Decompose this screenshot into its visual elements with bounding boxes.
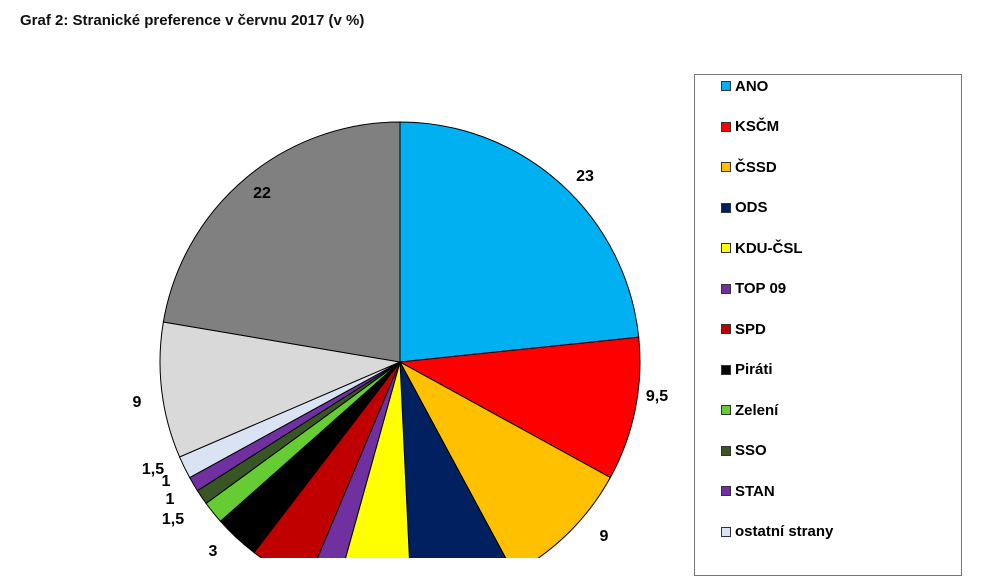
pie-slice-slice-12	[159, 321, 402, 458]
legend-swatch	[721, 121, 731, 132]
legend-swatch	[721, 405, 731, 415]
legend-item: Piráti	[721, 360, 773, 380]
legend-label: ČSSD	[735, 158, 777, 176]
legend-item: SPD	[721, 319, 766, 339]
legend-item: KDU-ČSL	[721, 238, 803, 258]
data-label: 3	[209, 543, 218, 558]
legend-swatch	[721, 81, 731, 91]
legend-label: TOP 09	[735, 280, 787, 297]
legend-label: STAN	[735, 482, 775, 500]
data-label: 9	[133, 394, 142, 411]
legend-item: Zelení	[721, 400, 778, 420]
legend-swatch	[721, 526, 731, 537]
legend-label: SSO	[735, 442, 767, 459]
legend-item: KSČM	[721, 117, 779, 137]
legend-item: STAN	[721, 481, 775, 501]
data-label: 1,5	[162, 511, 184, 528]
legend-item: SSO	[721, 441, 767, 461]
legend-item: ČSSD	[721, 157, 777, 177]
pie-slice-kdu-čsl	[345, 361, 410, 558]
legend-swatch	[721, 324, 731, 334]
legend-swatch	[721, 243, 731, 253]
pie-slice-čssd	[398, 360, 612, 558]
legend-swatch	[721, 202, 731, 213]
legend-swatch	[721, 283, 731, 294]
data-label: 22	[253, 185, 271, 202]
data-label: 1	[162, 473, 171, 490]
legend-label: SPD	[735, 320, 766, 338]
legend-swatch	[721, 364, 731, 375]
legend-label: KSČM	[735, 118, 780, 135]
legend-item: ODS	[721, 198, 768, 218]
legend-label: Zelení	[735, 401, 779, 419]
legend-label: ANO	[735, 77, 769, 95]
pie-slice-slice-13	[162, 121, 401, 363]
data-label: 1	[166, 491, 175, 508]
legend-label: KDU-ČSL	[735, 239, 803, 257]
data-label: 9,5	[646, 388, 668, 405]
legend-label: Piráti	[735, 361, 773, 378]
legend-swatch	[721, 162, 731, 172]
legend-label: ODS	[735, 199, 768, 216]
data-label: 1,5	[142, 461, 164, 478]
pie-slice-ano	[399, 121, 640, 363]
pie-slice-ods	[399, 361, 507, 558]
legend-item: TOP 09	[721, 279, 786, 299]
pie-slice-ksčm	[398, 336, 641, 479]
data-label: 23	[576, 168, 594, 185]
legend: ANO KSČM ČSSD ODS KDU-ČSL TOP 09 SPD Piráti Zele…	[694, 74, 962, 576]
data-label: 9	[600, 528, 609, 545]
legend-item: ostatní strany	[721, 522, 833, 542]
legend-label: ostatní strany	[735, 523, 834, 540]
legend-item: ANO	[721, 76, 768, 96]
legend-swatch	[721, 486, 731, 496]
chart-title: Graf 2: Stranické preference v červnu 20…	[20, 12, 365, 29]
pie-slices	[159, 121, 641, 558]
legend-swatch	[721, 445, 731, 456]
